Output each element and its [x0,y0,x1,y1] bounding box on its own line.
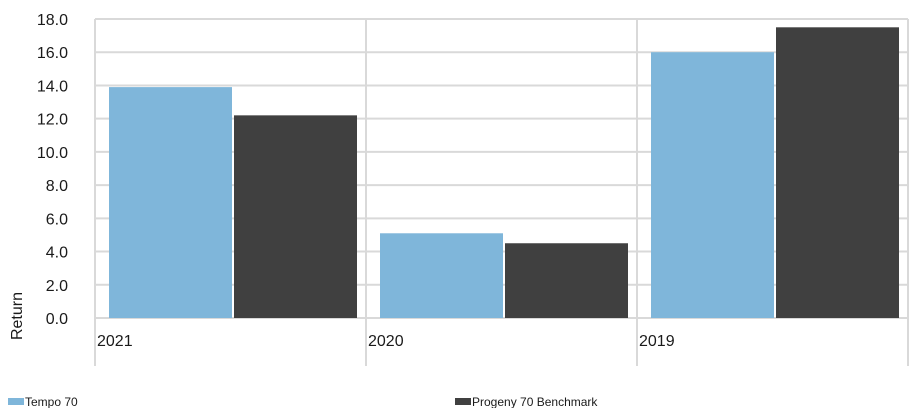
y-tick-labels: 0.0 2.0 4.0 6.0 8.0 10.0 12.0 14.0 16.0 18.0 [37,12,68,328]
y-tick-label: 10.0 [37,145,68,162]
y-tick-label: 6.0 [46,211,68,228]
y-tick-label: 16.0 [37,45,68,62]
legend-label: Progeny 70 Benchmark [472,395,598,408]
bar-progeny-70-benchmark-2020 [505,243,628,318]
legend: Tempo 70 Progeny 70 Benchmark [8,395,598,408]
y-tick-label: 8.0 [46,178,68,195]
legend-swatch [455,398,471,405]
y-tick-label: 18.0 [37,12,68,29]
x-tick-label: 2020 [368,333,404,350]
x-tick-labels: 2021 2020 2019 [97,333,675,350]
y-tick-label: 4.0 [46,245,68,262]
bars [109,27,899,319]
bar-tempo-70-2021 [109,87,232,318]
y-axis-label: Return [9,292,26,340]
y-tick-label: 2.0 [46,278,68,295]
legend-swatch [8,398,24,405]
bar-progeny-70-benchmark-2019 [776,27,899,319]
bar-progeny-70-benchmark-2021 [234,115,357,318]
legend-label: Tempo 70 [25,395,78,408]
y-tick-label: 0.0 [46,311,68,328]
x-tick-label: 2019 [639,333,675,350]
y-tick-label: 14.0 [37,78,68,95]
y-tick-label: 12.0 [37,112,68,129]
bar-tempo-70-2019 [651,52,774,318]
x-tick-label: 2021 [97,333,133,350]
bar-tempo-70-2020 [380,233,503,318]
